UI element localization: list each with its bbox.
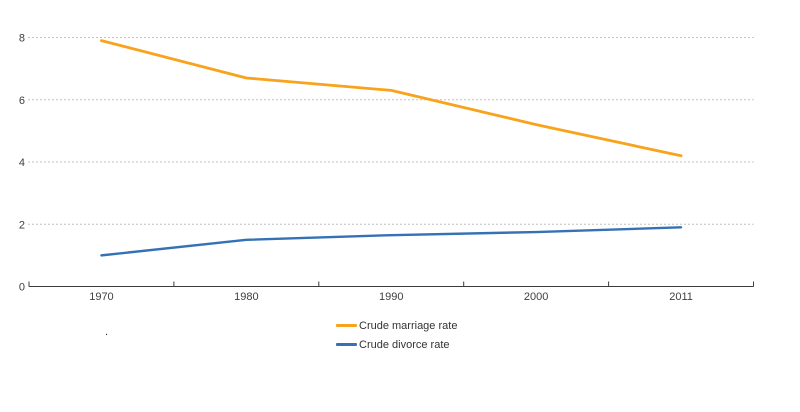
divorce-rate-line-swatch [336, 343, 357, 346]
y-tick-label-4: 4 [19, 157, 25, 169]
y-tick-label-2: 2 [19, 219, 25, 231]
line-chart: 0 2 4 6 8 1970 1980 1990 2000 2011 [19, 33, 754, 303]
series-line-crude-divorce-rate [100, 226, 683, 257]
x-tick-label-1980: 1980 [234, 291, 258, 303]
y-tick-label-6: 6 [19, 95, 25, 107]
legend-label-divorce-rate: Crude divorce rate [359, 338, 450, 351]
legend-item-divorce-rate: Crude divorce rate [336, 335, 457, 354]
x-tick-label-2011: 2011 [669, 291, 693, 303]
chart-legend: Crude marriage rate Crude divorce rate [336, 316, 457, 354]
x-tick-label-2000: 2000 [524, 291, 548, 303]
legend-item-marriage-rate: Crude marriage rate [336, 316, 457, 335]
stray-period-mark: . [105, 326, 109, 338]
legend-label-marriage-rate: Crude marriage rate [359, 319, 458, 332]
x-tick-label-1970: 1970 [89, 291, 113, 303]
marriage-rate-line-swatch [336, 324, 357, 327]
y-tick-label-0: 0 [19, 282, 25, 294]
x-tick-label-1990: 1990 [379, 291, 403, 303]
y-tick-label-8: 8 [19, 33, 25, 45]
series-line-crude-marriage-rate [100, 39, 683, 158]
